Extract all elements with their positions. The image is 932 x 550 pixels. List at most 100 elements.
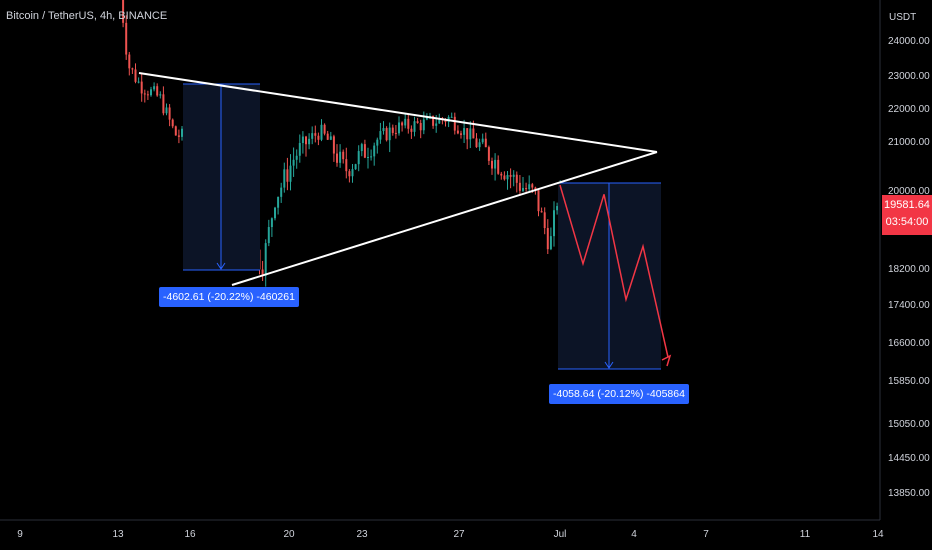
candle-body [326, 133, 329, 140]
measure-label-2[interactable]: -4058.64 (-20.12%) -405864 [549, 384, 689, 404]
candle-body [125, 22, 128, 55]
candle-body [515, 174, 518, 183]
candle-body [357, 151, 360, 165]
last-price-badge: 19581.64 03:54:00 [882, 195, 932, 235]
projection-path[interactable] [559, 184, 669, 358]
price-tick-label: 18200.00 [888, 264, 930, 275]
candle-body [413, 121, 416, 132]
candle-body [432, 115, 435, 126]
candle-body [407, 118, 410, 129]
candle-body [537, 190, 540, 212]
time-tick-label: 9 [17, 529, 23, 540]
price-tick-label: 14450.00 [888, 453, 930, 464]
candle-body [134, 69, 137, 82]
candle-body [339, 151, 342, 163]
candle-body [556, 206, 559, 211]
time-tick-label: 27 [453, 529, 465, 540]
time-tick-label: 23 [356, 529, 368, 540]
candle-body [379, 131, 382, 140]
price-tick-label: 16600.00 [888, 338, 930, 349]
measure-label-1[interactable]: -4602.61 (-20.22%) -460261 [159, 287, 299, 307]
candle-body [171, 119, 174, 127]
candle-body [491, 160, 493, 169]
time-tick-label: 13 [112, 529, 124, 540]
candle-body [401, 122, 404, 126]
candle-body [404, 118, 407, 126]
candle-body [385, 128, 388, 141]
price-tick-label: 23000.00 [888, 71, 930, 82]
candle-body [336, 153, 338, 163]
candle-body [363, 144, 366, 158]
candle-body [298, 143, 301, 156]
candle-body [270, 218, 273, 228]
candle-body [553, 210, 555, 237]
candle-body [388, 127, 391, 141]
candle-body [367, 156, 369, 158]
candle-body [128, 54, 131, 69]
time-tick-label: 14 [872, 529, 884, 540]
candle-body [419, 122, 422, 131]
candle-body [487, 147, 490, 161]
candle-body [174, 126, 177, 136]
symbol-title[interactable]: Bitcoin / TetherUS, 4h, BINANCE [6, 10, 168, 22]
candle-body [320, 124, 323, 140]
upper-trendline[interactable] [138, 72, 658, 153]
measure-arrowhead-1 [216, 262, 226, 270]
candle-body [435, 123, 438, 126]
candle-body [360, 144, 363, 152]
candle-body [549, 236, 552, 250]
candle-body [264, 243, 267, 276]
candle-body [518, 182, 521, 191]
candlestick-series [122, 0, 565, 287]
candle-body [463, 128, 466, 135]
candle-body [438, 118, 441, 124]
candle-body [289, 165, 292, 182]
candle-body [146, 94, 149, 96]
candle-body [475, 138, 478, 148]
candle-body [274, 207, 276, 219]
candle-body [345, 159, 348, 172]
price-tick-label: 15050.00 [888, 419, 930, 430]
candle-body [323, 124, 326, 134]
candle-body [373, 145, 376, 157]
candle-body [503, 175, 506, 180]
candle-body [159, 94, 162, 96]
candle-body [150, 89, 152, 96]
price-tick-label: 20000.00 [888, 186, 930, 197]
lower-trendline[interactable] [231, 151, 658, 286]
candle-body [478, 142, 481, 148]
candle-body [466, 128, 469, 140]
candle-body [277, 196, 280, 208]
price-tick-label: 24000.00 [888, 36, 930, 47]
time-axis[interactable]: 9 13 16 20 23 27 Jul 4 7 11 14 [17, 529, 884, 540]
candle-body [181, 128, 183, 137]
candle-body [153, 86, 156, 90]
candle-body [137, 81, 140, 83]
candle-body [500, 173, 503, 176]
candle-body [267, 227, 270, 244]
candle-body [484, 138, 487, 148]
candle-body [398, 122, 400, 134]
candle-body [531, 184, 534, 188]
time-tick-label: 7 [703, 529, 709, 540]
candle-body [391, 127, 394, 133]
candle-body [295, 155, 298, 160]
candle-body [311, 133, 314, 139]
candle-body [348, 171, 351, 177]
candle-body [354, 164, 357, 170]
candle-body [472, 128, 475, 139]
candle-body [528, 184, 531, 190]
candle-body [301, 136, 304, 144]
price-axis[interactable]: 24000.00 23000.00 22000.00 21000.00 20000.00… [888, 36, 930, 499]
candle-body [168, 107, 171, 120]
time-tick-label: 11 [800, 529, 811, 540]
candle-body [283, 169, 286, 188]
candle-body [506, 174, 509, 180]
candle-body [140, 81, 143, 94]
candle-body [481, 138, 484, 143]
candle-body [122, 0, 125, 23]
candle-body [308, 138, 311, 145]
candle-body [543, 212, 546, 229]
